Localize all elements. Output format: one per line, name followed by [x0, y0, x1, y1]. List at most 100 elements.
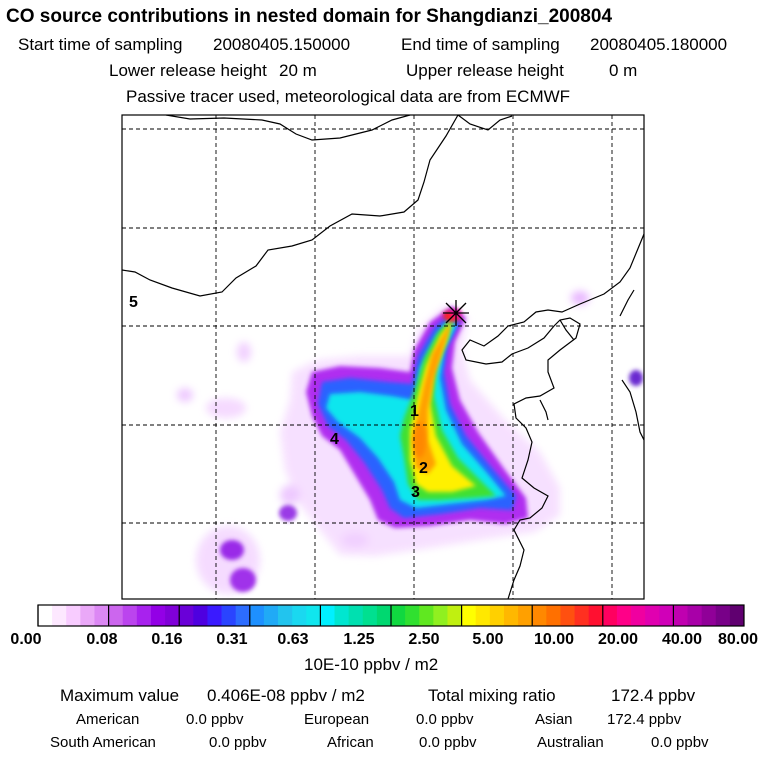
- coastlines: [122, 115, 644, 599]
- colorbar-cell: [207, 605, 222, 626]
- northern-border-line: [165, 115, 411, 141]
- colorbar-cell: [405, 605, 420, 626]
- korea-coastline: [621, 379, 644, 441]
- region-label-4: 4: [330, 431, 339, 448]
- colorbar-cell: [66, 605, 81, 626]
- colorbar-cell: [503, 605, 519, 626]
- colorbar-tick-label: 0.08: [86, 631, 118, 648]
- african-value: 0.0 ppbv: [419, 734, 477, 751]
- total-mixing-label: Total mixing ratio: [428, 686, 556, 705]
- colorbar-cell: [136, 605, 152, 626]
- total-mixing-value: 172.4 ppbv: [611, 686, 696, 705]
- colorbar-cell: [165, 605, 180, 626]
- colorbar-cell: [235, 605, 251, 626]
- yalu-border-line: [619, 289, 635, 317]
- region-label-1: 1: [410, 403, 419, 420]
- start-time-label: Start time of sampling: [18, 35, 183, 54]
- european-value: 0.0 ppbv: [416, 711, 474, 728]
- colorbar-cell: [631, 605, 646, 626]
- colorbar-cell: [447, 605, 462, 626]
- colorbar-cells: [37, 605, 745, 626]
- american-value: 0.0 ppbv: [186, 711, 244, 728]
- colorbar-cell: [320, 605, 335, 626]
- colorbar-frame: [37, 604, 745, 627]
- lat-lon-grid: [122, 115, 644, 599]
- european-label: European: [304, 711, 370, 728]
- colorbar-cell: [687, 605, 703, 626]
- colorbar-tick-label: 10.00: [533, 631, 575, 648]
- colorbar-cell: [306, 605, 321, 626]
- map-frame: [121, 114, 645, 600]
- colorbar-tick-label: 2.50: [408, 631, 440, 648]
- colorbar-cell: [645, 605, 660, 626]
- colorbar-cell: [94, 605, 109, 626]
- plot-title: CO source contributions in nested domain…: [6, 6, 613, 27]
- australian-label: Australian: [537, 734, 604, 751]
- region-label-2: 2: [419, 460, 428, 477]
- colorbar-cell: [263, 605, 279, 626]
- colorbar-tick-label: 5.00: [472, 631, 504, 648]
- colorbar-cell: [729, 605, 745, 626]
- colorbar-cell: [52, 605, 67, 626]
- northeast-border-line: [457, 115, 513, 131]
- colorbar-cell: [193, 605, 208, 626]
- region-label-3: 3: [411, 484, 420, 501]
- colorbar-cell: [616, 605, 632, 626]
- lower-release-value: 20 m: [279, 61, 317, 80]
- colorbar-cell: [292, 605, 307, 626]
- colorbar-cell: [122, 605, 138, 626]
- colorbar-cell: [221, 605, 237, 626]
- colorbar-cell: [532, 605, 547, 626]
- colorbar-cell: [249, 605, 265, 626]
- upper-release-value: 0 m: [609, 61, 638, 80]
- colorbar-cell: [602, 605, 618, 626]
- colorbar-cell: [701, 605, 717, 626]
- colorbar-tick-label: 80.00: [717, 631, 759, 648]
- colorbar-tick-label: 20.00: [597, 631, 639, 648]
- colorbar-cell: [546, 605, 561, 626]
- mongolia-border-line: [122, 115, 459, 297]
- colorbar-cell: [391, 605, 406, 626]
- asian-value: 172.4 ppbv: [607, 711, 682, 728]
- colorbar-cell: [475, 605, 491, 626]
- colorbar-cell: [80, 605, 95, 626]
- colorbar-cell: [659, 605, 674, 626]
- colorbar-cell: [348, 605, 364, 626]
- end-time-value: 20080405.180000: [590, 35, 728, 54]
- colorbar-cell: [715, 605, 731, 626]
- meteo-note: Passive tracer used, meteorological data…: [126, 87, 571, 106]
- colorbar-cell: [574, 605, 590, 626]
- colorbar-cell: [560, 605, 575, 626]
- start-time-value: 20080405.150000: [213, 35, 351, 54]
- colorbar-cell: [518, 605, 533, 626]
- colorbar-cell: [376, 605, 392, 626]
- end-time-label: End time of sampling: [401, 35, 560, 54]
- asian-label: Asian: [535, 711, 573, 728]
- colorbar-units: 10E-10 ppbv / m2: [304, 655, 439, 674]
- colorbar-cell: [588, 605, 604, 626]
- colorbar-tick-label: 1.25: [343, 631, 375, 648]
- colorbar-tick-label: 0.16: [151, 631, 183, 648]
- colorbar-cell: [179, 605, 194, 626]
- american-label: American: [76, 711, 140, 728]
- upper-release-label: Upper release height: [406, 61, 564, 80]
- region-label-5: 5: [129, 294, 138, 311]
- star-cross-icon: [443, 300, 469, 326]
- shandong-tip-line: [539, 399, 549, 421]
- australian-value: 0.0 ppbv: [651, 734, 709, 751]
- colorbar-cell: [362, 605, 378, 626]
- colorbar-cell: [334, 605, 350, 626]
- colorbar-cell: [150, 605, 166, 626]
- colorbar-cell: [278, 605, 293, 626]
- colorbar-cell: [461, 605, 477, 626]
- korea-bay-line: [559, 319, 575, 341]
- colorbar-cell: [433, 605, 448, 626]
- south-american-label: South American: [50, 734, 156, 751]
- african-label: African: [327, 734, 374, 751]
- colorbar-cell: [38, 605, 53, 626]
- china-coastline: [461, 233, 644, 599]
- colorbar-tick-label: 0.63: [277, 631, 309, 648]
- colorbar-tick-label: 0.31: [216, 631, 248, 648]
